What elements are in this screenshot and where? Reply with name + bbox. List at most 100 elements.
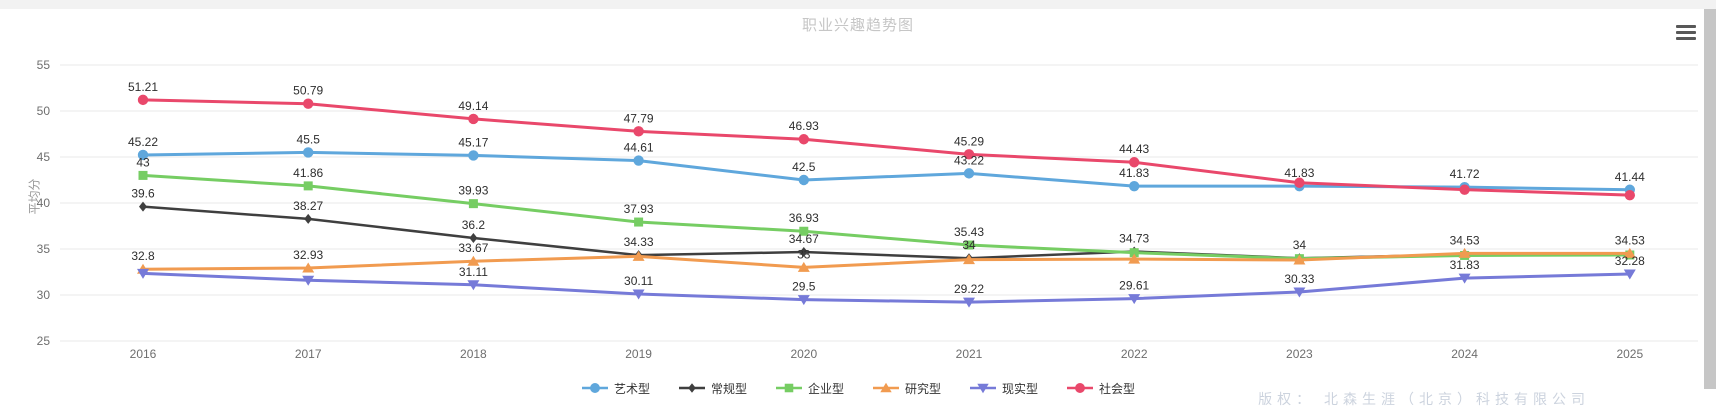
point-label-investigative: 32.8 xyxy=(131,249,155,263)
legend-item-conventional[interactable]: 常规型 xyxy=(678,380,747,397)
point-label-conventional: 39.6 xyxy=(131,187,155,201)
data-point-social[interactable] xyxy=(303,98,314,109)
x-tick-label: 2018 xyxy=(460,347,487,361)
data-point-conventional[interactable] xyxy=(799,247,808,258)
point-label-conventional: 38.27 xyxy=(293,199,323,213)
data-point-social[interactable] xyxy=(633,126,644,137)
data-point-enterprising[interactable] xyxy=(964,240,974,250)
scrollbar-thumb[interactable] xyxy=(1704,9,1716,389)
data-point-conventional[interactable] xyxy=(139,201,147,212)
series-line-investigative xyxy=(142,251,1630,271)
chart-legend: 艺术型 常规型 企业型 研究型 现实型 社会型 xyxy=(0,377,1716,399)
data-point-social[interactable] xyxy=(1294,177,1305,188)
data-point-realistic[interactable] xyxy=(1623,269,1636,280)
legend-label: 常规型 xyxy=(710,381,747,396)
data-point-artistic[interactable] xyxy=(633,155,644,166)
data-point-artistic[interactable] xyxy=(1129,180,1140,192)
data-point-realistic[interactable] xyxy=(137,268,149,279)
data-point-realistic[interactable] xyxy=(1128,294,1141,305)
point-label-enterprising: 37.93 xyxy=(624,202,654,216)
point-label-realistic: 30.11 xyxy=(624,274,653,288)
legend-marker-circle-icon xyxy=(1067,383,1094,393)
legend-marker-triangle-icon xyxy=(873,382,899,393)
data-point-social[interactable] xyxy=(963,149,975,160)
data-point-investigative[interactable] xyxy=(963,254,975,265)
data-point-realistic[interactable] xyxy=(1458,273,1471,284)
point-label-artistic: 41.83 xyxy=(1284,166,1314,180)
data-point-artistic[interactable] xyxy=(468,150,479,161)
data-point-realistic[interactable] xyxy=(1293,287,1306,298)
data-point-social[interactable] xyxy=(137,94,149,106)
point-label-enterprising: 41.86 xyxy=(293,166,323,180)
series-line-conventional xyxy=(142,205,1630,260)
data-point-enterprising[interactable] xyxy=(1129,248,1139,258)
hamburger-menu-icon[interactable] xyxy=(1676,25,1696,43)
point-label-enterprising: 43 xyxy=(136,155,150,169)
legend-item-social[interactable]: 社会型 xyxy=(1066,380,1135,397)
data-point-artistic[interactable] xyxy=(963,168,975,179)
legend-label: 社会型 xyxy=(1099,381,1136,396)
data-point-social[interactable] xyxy=(468,113,479,125)
data-point-enterprising[interactable] xyxy=(468,199,478,209)
data-point-social[interactable] xyxy=(1459,184,1470,195)
point-label-investigative: 33 xyxy=(797,247,811,261)
legend-item-enterprising[interactable]: 企业型 xyxy=(775,380,844,397)
data-point-conventional[interactable] xyxy=(469,232,478,243)
data-point-realistic[interactable] xyxy=(632,289,645,300)
data-point-enterprising[interactable] xyxy=(138,170,148,180)
series-investigative xyxy=(137,247,1636,274)
point-label-conventional: 34.73 xyxy=(1119,231,1149,245)
data-point-investigative[interactable] xyxy=(632,250,645,261)
legend-item-artistic[interactable]: 艺术型 xyxy=(581,380,650,397)
point-label-social: 44.43 xyxy=(1119,142,1149,156)
point-label-social: 45.29 xyxy=(954,134,984,148)
point-label-conventional: 34 xyxy=(962,238,976,252)
legend-marker-diamond-icon xyxy=(678,383,705,393)
data-point-realistic[interactable] xyxy=(963,297,975,308)
legend-marker-triangle-down-icon xyxy=(970,383,997,394)
data-point-artistic[interactable] xyxy=(137,149,149,161)
data-point-enterprising[interactable] xyxy=(799,226,809,236)
point-label-social: 51.21 xyxy=(128,80,158,94)
data-point-investigative[interactable] xyxy=(1293,254,1306,265)
data-point-artistic[interactable] xyxy=(798,174,809,186)
data-point-realistic[interactable] xyxy=(797,295,810,306)
point-label-social: 46.93 xyxy=(789,119,819,133)
y-tick-label: 25 xyxy=(36,334,50,348)
series-social xyxy=(137,94,1636,201)
data-point-investigative[interactable] xyxy=(1623,247,1636,258)
series-line-artistic xyxy=(142,150,1630,192)
data-point-investigative[interactable] xyxy=(1458,247,1471,258)
legend-label: 企业型 xyxy=(807,381,844,396)
y-tick-label: 30 xyxy=(36,288,50,302)
x-tick-label: 2022 xyxy=(1120,347,1148,361)
point-label-investigative: 33.67 xyxy=(458,241,488,255)
data-point-social[interactable] xyxy=(798,134,809,145)
data-point-enterprising[interactable] xyxy=(303,181,313,191)
data-point-investigative[interactable] xyxy=(302,262,315,273)
point-label-realistic: 31.83 xyxy=(1450,258,1480,272)
data-point-investigative[interactable] xyxy=(797,261,810,272)
data-point-social[interactable] xyxy=(1129,157,1140,168)
data-point-social[interactable] xyxy=(1624,189,1636,201)
data-point-artistic[interactable] xyxy=(303,147,314,158)
data-point-enterprising[interactable] xyxy=(634,217,644,227)
data-point-investigative[interactable] xyxy=(467,255,480,266)
data-point-conventional[interactable] xyxy=(304,213,313,224)
copyright-watermark: 版权： 北森生涯（北京）科技有限公司 xyxy=(1258,391,1590,407)
legend-item-realistic[interactable]: 现实型 xyxy=(969,380,1038,397)
legend-label: 艺术型 xyxy=(613,381,650,396)
point-label-enterprising: 35.43 xyxy=(954,225,984,239)
x-tick-label: 2024 xyxy=(1451,347,1478,361)
legend-item-investigative[interactable]: 研究型 xyxy=(872,380,941,397)
data-point-realistic[interactable] xyxy=(302,275,315,286)
data-point-investigative[interactable] xyxy=(1128,253,1141,264)
point-label-artistic: 41.44 xyxy=(1615,170,1645,184)
point-label-conventional: 36.2 xyxy=(462,218,486,232)
point-label-social: 47.79 xyxy=(624,111,654,125)
point-label-conventional: 34.67 xyxy=(789,232,819,246)
point-label-artistic: 44.61 xyxy=(624,141,654,155)
data-point-realistic[interactable] xyxy=(467,280,480,291)
point-label-social: 50.79 xyxy=(293,84,323,98)
